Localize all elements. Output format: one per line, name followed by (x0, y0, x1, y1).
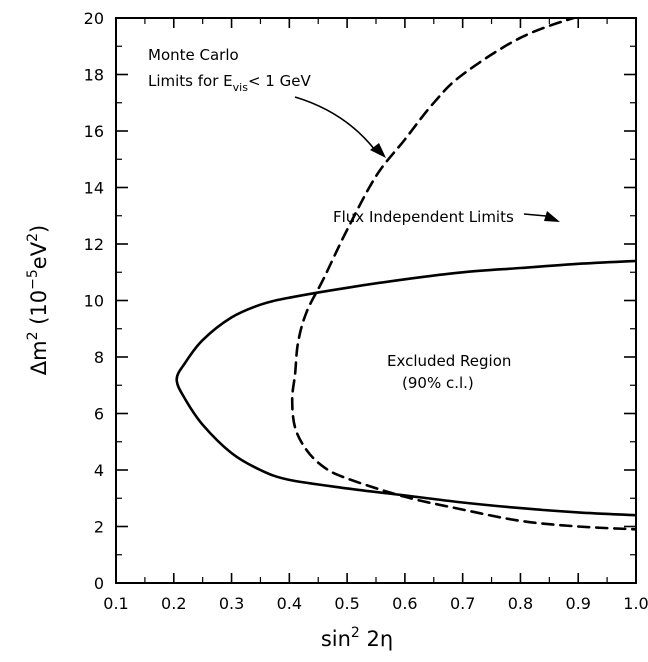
annotation-excluded-line1: Excluded Region (387, 352, 511, 370)
annotation-monte-carlo-post: < 1 GeV (248, 72, 312, 90)
y-tick-label: 12 (84, 235, 104, 254)
x-label-rest: 2η (360, 627, 393, 651)
annotation-monte-carlo-pre: Limits for E (148, 72, 233, 90)
monte-carlo-arrowhead (370, 143, 386, 158)
x-label-sup: 2 (351, 625, 360, 641)
y-tick-label: 14 (84, 179, 104, 198)
y-label-pre: Δm (27, 340, 51, 375)
annotation-flux: Flux Independent Limits (333, 208, 514, 226)
y-axis-label: Δm2 (10−5eV2) (25, 225, 51, 375)
axis-ticks (115, 17, 637, 584)
x-tick-label: 0.4 (277, 594, 302, 613)
x-tick-label: 0.1 (103, 594, 128, 613)
x-tick-label: 0.9 (565, 594, 590, 613)
y-tick-label: 2 (94, 518, 104, 537)
x-tick-label: 0.3 (219, 594, 244, 613)
y-tick-label: 6 (94, 405, 104, 424)
annotation-excluded-line2: (90% c.l.) (402, 374, 474, 392)
y-label-post: eV (27, 241, 51, 269)
y-tick-label: 16 (84, 122, 104, 141)
x-tick-label: 0.7 (450, 594, 475, 613)
y-tick-label: 18 (84, 66, 104, 85)
x-axis-label: sin2 2η (321, 625, 393, 651)
annotation-monte-carlo-line1: Monte Carlo (148, 46, 239, 64)
flux-arrow (523, 213, 547, 217)
y-tick-label: 20 (84, 9, 104, 28)
x-tick-labels: 0.1 0.2 0.3 0.4 0.5 0.6 0.7 0.8 0.9 1.0 (103, 594, 648, 613)
x-tick-label: 0.6 (392, 594, 417, 613)
y-label-mid: (10 (27, 290, 51, 332)
x-tick-label: 0.8 (508, 594, 533, 613)
x-tick-label: 1.0 (623, 594, 648, 613)
flux-arrowhead (544, 211, 560, 222)
y-label-sup2: −5 (25, 269, 41, 290)
annotation-monte-carlo-line2: Limits for Evis< 1 GeV (148, 72, 311, 94)
y-tick-label: 10 (84, 292, 104, 311)
y-tick-label: 0 (94, 574, 104, 593)
series-line-flux-independent (175, 259, 636, 517)
series-line-monte-carlo (290, 18, 636, 531)
x-tick-label: 0.5 (334, 594, 359, 613)
y-tick-label: 4 (94, 461, 104, 480)
y-tick-labels: 0 2 4 6 8 10 12 14 16 18 20 (84, 9, 104, 593)
series-group (175, 18, 636, 531)
y-label-end: ) (27, 225, 51, 233)
x-tick-label: 0.2 (161, 594, 186, 613)
plot-frame (115, 17, 637, 584)
annotation-monte-carlo-sub: vis (233, 81, 249, 94)
y-label-sup1: 2 (25, 331, 41, 340)
y-label-sup3: 2 (25, 233, 41, 242)
x-label-base: sin (321, 627, 351, 651)
y-tick-label: 8 (94, 348, 104, 367)
monte-carlo-arrow (294, 96, 376, 151)
